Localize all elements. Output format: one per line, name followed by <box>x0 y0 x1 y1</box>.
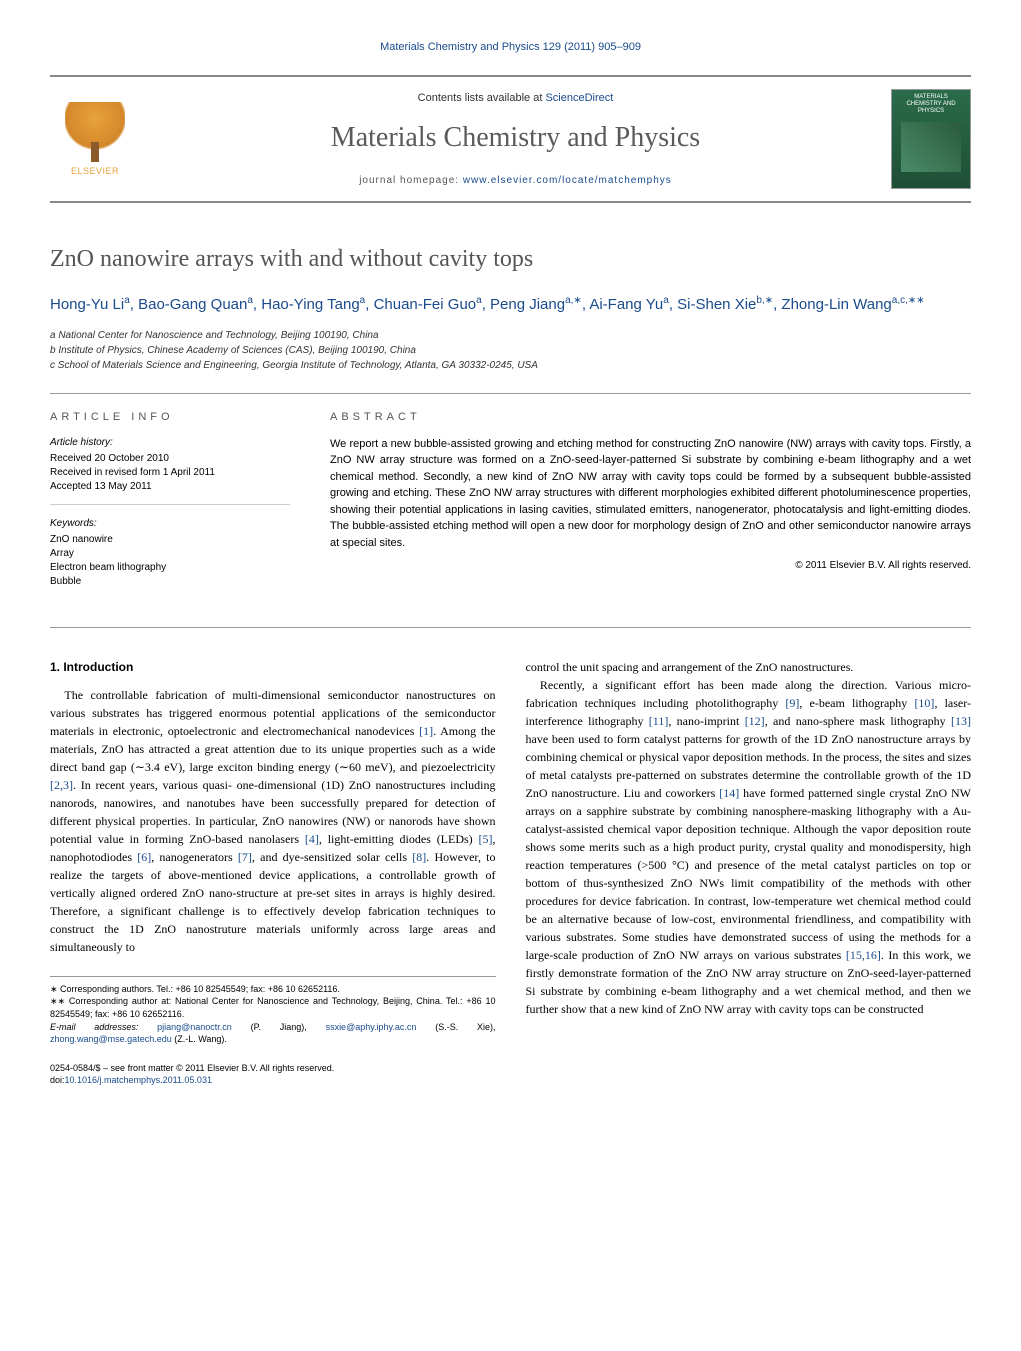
reference-link[interactable]: [9] <box>785 696 799 710</box>
homepage-prefix: journal homepage: <box>359 175 463 186</box>
email-link-2[interactable]: ssxie@aphy.iphy.ac.cn <box>326 1022 417 1032</box>
reference-link[interactable]: [14] <box>719 786 739 800</box>
reference-link[interactable]: [12] <box>745 714 765 728</box>
contents-line: Contents lists available at ScienceDirec… <box>160 91 871 106</box>
article-info-heading: article info <box>50 410 290 425</box>
cover-image-icon <box>901 122 961 172</box>
doi-line: doi:10.1016/j.matchemphys.2011.05.031 <box>50 1074 496 1087</box>
reference-link[interactable]: [1] <box>419 724 433 738</box>
masthead-center: Contents lists available at ScienceDirec… <box>160 91 871 188</box>
footer-meta: 0254-0584/$ – see front matter © 2011 El… <box>50 1062 496 1087</box>
body-col-right: control the unit spacing and arrangement… <box>526 658 972 1087</box>
reference-link[interactable]: [2,3] <box>50 778 73 792</box>
email-label: E-mail addresses: <box>50 1022 157 1032</box>
keywords-label: Keywords: <box>50 517 290 531</box>
footnote-emails: E-mail addresses: pjiang@nanoctr.cn (P. … <box>50 1021 496 1046</box>
abstract-column: abstract We report a new bubble-assisted… <box>330 410 971 610</box>
affiliation-c: c School of Materials Science and Engine… <box>50 358 971 373</box>
keyword-3: Electron beam lithography <box>50 561 290 575</box>
elsevier-tree-icon <box>65 102 125 157</box>
reference-link[interactable]: [13] <box>951 714 971 728</box>
reference-link[interactable]: [5] <box>479 832 493 846</box>
journal-cover-thumb: MATERIALS CHEMISTRY AND PHYSICS <box>891 89 971 189</box>
keyword-1: ZnO nanowire <box>50 533 290 547</box>
affiliations: a National Center for Nanoscience and Te… <box>50 328 971 373</box>
abstract-copyright: © 2011 Elsevier B.V. All rights reserved… <box>330 559 971 573</box>
intro-p1-continued: control the unit spacing and arrangement… <box>526 658 972 676</box>
history-label: Article history: <box>50 436 290 450</box>
affiliation-b: b Institute of Physics, Chinese Academy … <box>50 343 971 358</box>
history-block: Article history: Received 20 October 201… <box>50 436 290 505</box>
elsevier-label: ELSEVIER <box>71 165 119 178</box>
journal-homepage-link[interactable]: www.elsevier.com/locate/matchemphys <box>463 175 672 186</box>
history-received: Received 20 October 2010 <box>50 452 290 466</box>
affiliation-a: a National Center for Nanoscience and Te… <box>50 328 971 343</box>
keyword-2: Array <box>50 547 290 561</box>
intro-p2: Recently, a significant effort has been … <box>526 676 972 1018</box>
section-1-heading: 1. Introduction <box>50 658 496 676</box>
email-link-1[interactable]: pjiang@nanoctr.cn <box>157 1022 232 1032</box>
history-revised: Received in revised form 1 April 2011 <box>50 466 290 480</box>
email-who-1: (P. Jiang), <box>232 1022 326 1032</box>
doi-prefix: doi: <box>50 1075 65 1085</box>
homepage-line: journal homepage: www.elsevier.com/locat… <box>160 174 871 188</box>
email-who-3: (Z.-L. Wang). <box>172 1034 227 1044</box>
cover-title: MATERIALS CHEMISTRY AND PHYSICS <box>896 94 966 114</box>
footnotes: ∗ Corresponding authors. Tel.: +86 10 82… <box>50 976 496 1046</box>
authors-list: Hong-Yu Lia, Bao-Gang Quana, Hao-Ying Ta… <box>50 293 971 317</box>
header-citation: Materials Chemistry and Physics 129 (201… <box>50 40 971 55</box>
masthead: ELSEVIER Contents lists available at Sci… <box>50 75 971 203</box>
history-accepted: Accepted 13 May 2011 <box>50 480 290 494</box>
article-title: ZnO nanowire arrays with and without cav… <box>50 243 971 277</box>
body-col-left: 1. Introduction The controllable fabrica… <box>50 658 496 1087</box>
abstract-text: We report a new bubble-assisted growing … <box>330 436 971 552</box>
body-columns: 1. Introduction The controllable fabrica… <box>50 658 971 1087</box>
reference-link[interactable]: [4] <box>305 832 319 846</box>
doi-link[interactable]: 10.1016/j.matchemphys.2011.05.031 <box>65 1075 212 1085</box>
elsevier-logo: ELSEVIER <box>50 94 140 184</box>
reference-link[interactable]: [7] <box>238 850 252 864</box>
footnote-corr-1: ∗ Corresponding authors. Tel.: +86 10 82… <box>50 983 496 996</box>
reference-link[interactable]: [6] <box>137 850 151 864</box>
reference-link[interactable]: [11] <box>649 714 669 728</box>
contents-prefix: Contents lists available at <box>418 92 546 104</box>
sciencedirect-link[interactable]: ScienceDirect <box>545 92 613 104</box>
reference-link[interactable]: [8] <box>412 850 426 864</box>
intro-p1: The controllable fabrication of multi-di… <box>50 686 496 956</box>
email-who-2: (S.-S. Xie), <box>416 1022 495 1032</box>
article-info: article info Article history: Received 2… <box>50 410 290 610</box>
reference-link[interactable]: [15,16] <box>846 948 881 962</box>
abstract-heading: abstract <box>330 410 971 425</box>
footnote-corr-2: ∗∗ Corresponding author at: National Cen… <box>50 995 496 1020</box>
keywords-block: Keywords: ZnO nanowire Array Electron be… <box>50 517 290 599</box>
info-abstract-row: article info Article history: Received 2… <box>50 393 971 627</box>
reference-link[interactable]: [10] <box>914 696 934 710</box>
keyword-4: Bubble <box>50 575 290 589</box>
journal-name: Materials Chemistry and Physics <box>160 118 871 157</box>
email-link-3[interactable]: zhong.wang@mse.gatech.edu <box>50 1034 172 1044</box>
issn-line: 0254-0584/$ – see front matter © 2011 El… <box>50 1062 496 1075</box>
